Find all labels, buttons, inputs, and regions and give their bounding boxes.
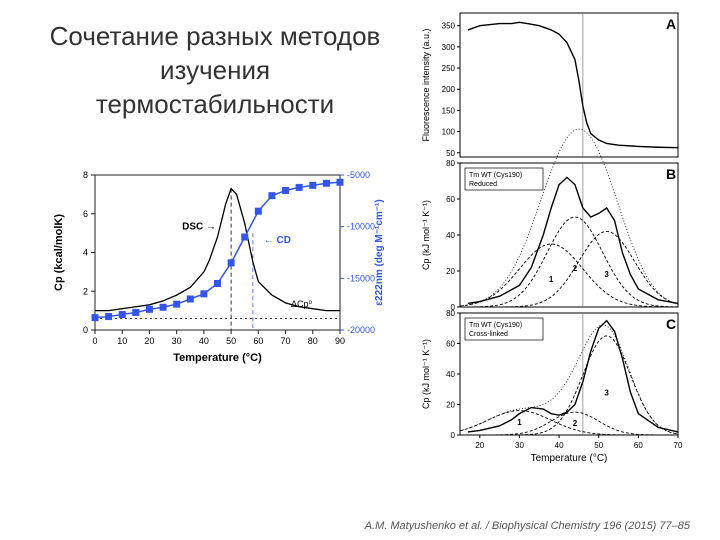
svg-text:8: 8 (83, 170, 88, 180)
svg-text:A: A (666, 16, 676, 32)
svg-text:-10000: -10000 (347, 222, 375, 232)
svg-text:20: 20 (144, 336, 154, 346)
svg-text:2: 2 (83, 286, 88, 296)
svg-text:-5000: -5000 (347, 170, 370, 180)
svg-text:100: 100 (442, 128, 456, 137)
svg-text:60: 60 (253, 336, 263, 346)
svg-text:6: 6 (83, 209, 88, 219)
svg-text:0: 0 (83, 325, 88, 335)
svg-text:2: 2 (573, 419, 578, 428)
right-panels: 50100150200250300350Fluorescence intensi… (415, 5, 690, 495)
svg-text:70: 70 (281, 336, 291, 346)
svg-text:50: 50 (226, 336, 236, 346)
svg-text:Temperature (°C): Temperature (°C) (531, 453, 608, 464)
left-dsc-cd-chart: 0 10 20 30 40 50 60 70 80 90 0 2 4 6 8 -20000 -15000 -100… (50, 165, 390, 365)
svg-text:2: 2 (573, 264, 578, 273)
svg-text:Cp (kJ mol⁻¹ K⁻¹): Cp (kJ mol⁻¹ K⁻¹) (421, 339, 431, 409)
svg-text:20: 20 (475, 441, 484, 450)
svg-text:4: 4 (83, 248, 88, 258)
svg-text:90: 90 (335, 336, 345, 346)
svg-text:Tm WT (Cys190): Tm WT (Cys190) (469, 172, 522, 179)
svg-text:1: 1 (517, 418, 522, 427)
svg-text:60: 60 (446, 195, 455, 204)
svg-text:Temperature (°C): Temperature (°C) (173, 352, 262, 364)
svg-text:350: 350 (442, 22, 456, 31)
svg-text:-20000: -20000 (347, 325, 375, 335)
svg-text:ΔCp⁰: ΔCp⁰ (291, 299, 313, 309)
svg-text:DSC →: DSC → (182, 221, 216, 232)
svg-text:0: 0 (451, 431, 456, 440)
svg-text:40: 40 (446, 370, 455, 379)
svg-text:20: 20 (446, 401, 455, 410)
svg-text:Cp (kJ mol⁻¹ K⁻¹): Cp (kJ mol⁻¹ K⁻¹) (421, 200, 431, 270)
svg-text:C: C (666, 316, 676, 332)
svg-text:B: B (666, 166, 676, 182)
svg-text:Cross-linked: Cross-linked (469, 331, 508, 338)
svg-text:60: 60 (634, 441, 643, 450)
svg-text:40: 40 (446, 231, 455, 240)
svg-text:ε222nm (deg M⁻¹cm⁻¹): ε222nm (deg M⁻¹cm⁻¹) (374, 199, 385, 305)
svg-text:1: 1 (549, 275, 554, 284)
svg-text:3: 3 (604, 388, 609, 397)
svg-text:20: 20 (446, 267, 455, 276)
svg-text:Fluorescence intensity (a.u.): Fluorescence intensity (a.u.) (421, 28, 431, 141)
svg-text:40: 40 (555, 441, 564, 450)
svg-text:0: 0 (92, 336, 97, 346)
svg-text:50: 50 (446, 149, 455, 158)
svg-text:300: 300 (442, 43, 456, 52)
citation: A.M. Matyushenko et al. / Biophysical Ch… (365, 520, 690, 532)
svg-text:Cp (kcal/molK): Cp (kcal/molK) (53, 214, 65, 291)
svg-text:150: 150 (442, 106, 456, 115)
svg-text:60: 60 (446, 340, 455, 349)
svg-text:80: 80 (446, 159, 455, 168)
svg-text:40: 40 (199, 336, 209, 346)
svg-text:250: 250 (442, 64, 456, 73)
svg-text:Reduced: Reduced (469, 181, 497, 188)
svg-text:3: 3 (604, 270, 609, 279)
svg-text:200: 200 (442, 85, 456, 94)
svg-text:30: 30 (172, 336, 182, 346)
svg-text:80: 80 (308, 336, 318, 346)
svg-text:70: 70 (674, 441, 683, 450)
svg-text:10: 10 (117, 336, 127, 346)
svg-text:30: 30 (515, 441, 524, 450)
svg-text:Tm WT (Cys190): Tm WT (Cys190) (469, 322, 522, 329)
svg-text:← CD: ← CD (264, 235, 291, 246)
svg-text:-15000: -15000 (347, 273, 375, 283)
slide-title: Сочетание разных методов изучения термос… (40, 20, 390, 121)
svg-text:80: 80 (446, 309, 455, 318)
svg-text:50: 50 (594, 441, 603, 450)
